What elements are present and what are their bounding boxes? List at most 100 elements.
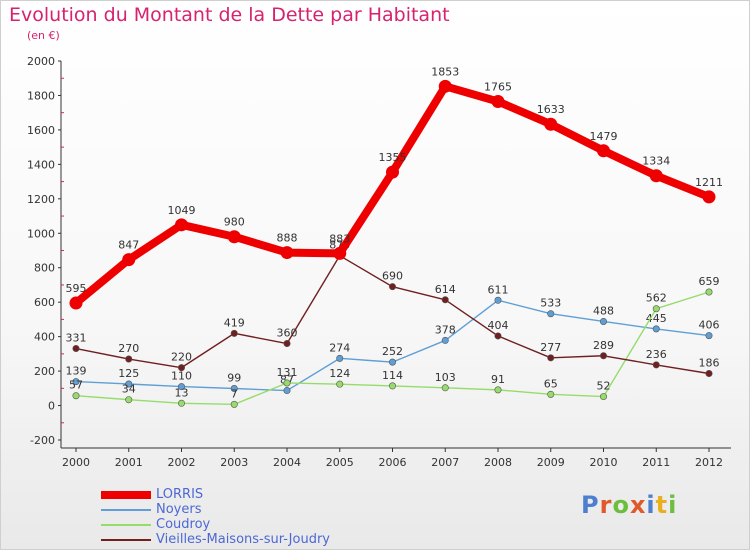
- data-label: 65: [544, 377, 558, 390]
- y-tick-label: -200: [30, 434, 55, 447]
- data-point: [388, 358, 396, 366]
- data-label: 1633: [537, 103, 565, 116]
- data-point: [386, 165, 399, 179]
- data-label: 611: [488, 283, 509, 296]
- data-point: [705, 288, 713, 296]
- chart-title: Evolution du Montant de la Dette par Hab…: [9, 4, 450, 26]
- data-label: 378: [435, 323, 456, 336]
- data-label: 186: [699, 357, 720, 370]
- data-point: [652, 325, 660, 333]
- data-point: [705, 370, 713, 378]
- data-label: 91: [491, 373, 505, 386]
- data-label: 1479: [590, 130, 618, 143]
- legend-swatch: [101, 523, 151, 526]
- data-label: 331: [66, 332, 87, 345]
- y-tick-label: 1000: [27, 227, 55, 240]
- y-tick-label: 800: [34, 262, 55, 275]
- data-label: 131: [277, 366, 298, 379]
- data-label: 252: [382, 345, 403, 358]
- y-tick-label: 2000: [27, 55, 55, 68]
- data-point: [597, 144, 610, 158]
- data-label: 1049: [168, 204, 196, 217]
- data-point: [388, 283, 396, 291]
- data-label: 139: [66, 365, 87, 378]
- data-label: 7: [231, 387, 238, 400]
- chart-subtitle: (en €): [27, 29, 60, 42]
- data-point: [438, 79, 452, 93]
- y-tick-label: 400: [34, 331, 55, 344]
- data-point: [283, 340, 291, 348]
- data-label: 34: [122, 383, 136, 396]
- x-tick-label: 2001: [115, 456, 143, 469]
- data-label: 274: [329, 341, 350, 354]
- data-point: [125, 355, 133, 363]
- data-label: 277: [540, 341, 561, 354]
- data-point: [652, 305, 660, 313]
- data-label: 980: [224, 216, 245, 229]
- y-tick-label: 1800: [27, 89, 55, 102]
- x-tick-label: 2005: [326, 456, 354, 469]
- data-point: [494, 386, 502, 394]
- legend-item: Coudroy: [101, 517, 330, 532]
- data-label: 419: [224, 316, 245, 329]
- data-point: [649, 169, 663, 183]
- data-label: 659: [699, 275, 720, 288]
- y-tick-label: 0: [48, 400, 55, 413]
- x-tick-label: 2011: [642, 456, 670, 469]
- data-point: [652, 361, 660, 369]
- data-point: [72, 392, 80, 400]
- data-label: 270: [118, 342, 139, 355]
- data-label: 110: [171, 370, 192, 383]
- legend-swatch: [101, 508, 151, 511]
- data-label: 52: [597, 380, 611, 393]
- data-point: [125, 396, 133, 404]
- data-label: 888: [277, 232, 298, 245]
- data-label: 1334: [642, 155, 670, 168]
- x-tick-label: 2003: [220, 456, 248, 469]
- data-point: [122, 253, 136, 267]
- data-point: [494, 296, 502, 304]
- legend-swatch: [101, 490, 151, 499]
- data-point: [599, 352, 607, 360]
- data-point: [336, 354, 344, 362]
- data-point: [599, 393, 607, 401]
- data-label: 1853: [431, 65, 459, 78]
- data-label: 406: [699, 319, 720, 332]
- data-label: 114: [382, 369, 403, 382]
- data-label: 103: [435, 371, 456, 384]
- data-label: 847: [118, 239, 139, 252]
- x-tick-label: 2006: [379, 456, 407, 469]
- data-label: 99: [227, 371, 241, 384]
- data-point: [702, 190, 716, 204]
- data-point: [544, 117, 558, 131]
- data-label: 125: [118, 367, 139, 380]
- data-point: [547, 310, 555, 318]
- x-tick-label: 2012: [695, 456, 723, 469]
- x-tick-label: 2000: [62, 456, 90, 469]
- data-label: 360: [277, 327, 298, 340]
- x-tick-label: 2002: [168, 456, 196, 469]
- y-tick-label: 1600: [27, 124, 55, 137]
- data-point: [230, 329, 238, 337]
- data-point: [705, 332, 713, 340]
- data-point: [69, 296, 83, 310]
- proxiti-logo: Proxiti: [581, 491, 678, 519]
- data-point: [125, 380, 133, 388]
- y-tick-label: 1400: [27, 158, 55, 171]
- legend-label: LORRIS: [156, 487, 204, 502]
- data-label: 220: [171, 351, 192, 364]
- data-label: 595: [66, 282, 87, 295]
- x-tick-label: 2004: [273, 456, 301, 469]
- data-label: 562: [646, 292, 667, 305]
- data-label: 1211: [695, 176, 723, 189]
- data-point: [72, 378, 80, 386]
- data-label: 1355: [379, 151, 407, 164]
- data-point: [441, 336, 449, 344]
- data-point: [441, 384, 449, 392]
- legend-swatch: [101, 538, 151, 541]
- data-label: 1765: [484, 80, 512, 93]
- data-point: [72, 345, 80, 353]
- data-point: [388, 382, 396, 390]
- data-point: [491, 94, 505, 108]
